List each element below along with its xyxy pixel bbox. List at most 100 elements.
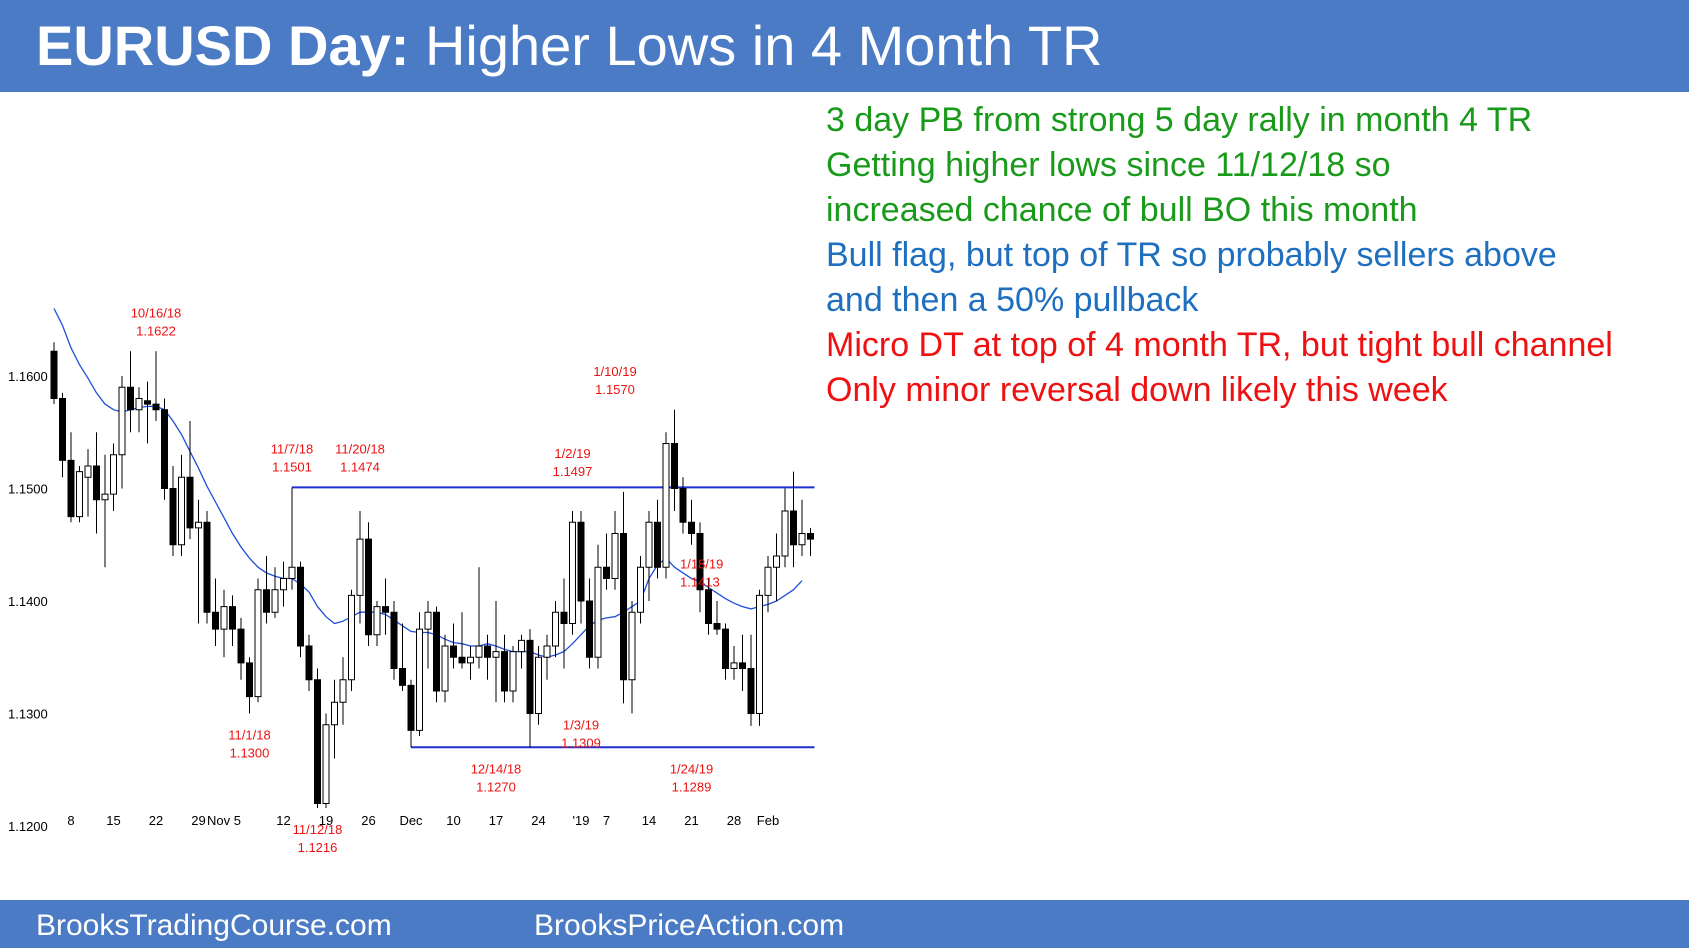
annotation-date: 1/3/19 [563, 717, 599, 732]
annotation-date: 11/20/18 [335, 441, 385, 456]
candle-body-bear [747, 668, 755, 714]
annotation-date: 1/2/19 [554, 446, 590, 461]
candle-body-bull [322, 724, 330, 804]
candle-body-bear [671, 443, 678, 489]
annotation-price: 1.1289 [672, 779, 712, 794]
candle-body-bull [798, 533, 806, 546]
candle-body-bear [654, 521, 661, 568]
candle-body-bull [535, 656, 542, 714]
candle-body-bear [161, 409, 168, 489]
annotation-price: 1.1413 [680, 574, 720, 589]
candle-body-bear [263, 589, 270, 613]
candle-body-bull [288, 566, 296, 579]
candle-body-bull [773, 555, 780, 568]
candle-body-bear [484, 645, 491, 658]
note-line: Only minor reversal down likely this wee… [826, 371, 1448, 409]
x-tick-label: Nov 5 [207, 813, 241, 828]
candle-body-bear [560, 611, 568, 624]
candle-body-bear [365, 538, 372, 636]
candle-body-bear [237, 628, 245, 664]
candle-body-bull [110, 454, 117, 495]
x-tick-label: 12 [276, 813, 290, 828]
candle-body-bear [790, 510, 797, 546]
x-tick-label: 7 [603, 813, 610, 828]
candle-body-bear [186, 476, 194, 529]
y-tick-label: 1.1200 [8, 819, 48, 834]
footer-bar [0, 900, 1689, 948]
x-tick-label: 24 [531, 813, 545, 828]
page-title: EURUSD Day: Higher Lows in 4 Month TR [36, 14, 1102, 78]
candle-body-bear [722, 628, 729, 669]
candle-body-bear [203, 521, 211, 613]
annotation-price: 1.1622 [136, 323, 176, 338]
candle-body-bull [280, 578, 287, 591]
candle-body-bull [628, 611, 636, 681]
candle-body-bull [492, 651, 500, 658]
candle-body-bull [475, 645, 483, 658]
annotation-price: 1.1270 [476, 779, 516, 794]
x-tick-label: 19 [319, 813, 333, 828]
candle-body-bear [297, 566, 304, 647]
note-line: Getting higher lows since 11/12/18 so [826, 146, 1391, 184]
candle-body-bull [356, 538, 364, 596]
annotation-date: 12/14/18 [471, 761, 522, 776]
candle-body-bear [407, 684, 415, 731]
candle-body-bear [93, 465, 100, 501]
candle-body-bear [390, 611, 398, 669]
candle-body-bull [195, 521, 202, 529]
candle-body-bull [730, 662, 738, 669]
candle-body-bear [382, 606, 389, 613]
candle-body-bull [271, 589, 279, 613]
candle-body-bear [458, 656, 466, 664]
title-subtitle: Higher Lows in 4 Month TR [424, 14, 1103, 77]
candle-body-bull [552, 611, 559, 647]
candle-body-bear [501, 651, 508, 692]
annotation-price: 1.1497 [553, 464, 593, 479]
footer-link-trading-course[interactable]: BrooksTradingCourse.com [36, 909, 392, 942]
candle-body-bear [807, 533, 814, 540]
candle-body-bull [756, 594, 763, 714]
x-tick-label: 10 [446, 813, 460, 828]
candle-body-bear [713, 623, 721, 630]
candle-body-bull [509, 651, 517, 692]
x-tick-label: Dec [399, 813, 423, 828]
y-tick-label: 1.1600 [8, 369, 48, 384]
candle-body-bear [144, 400, 151, 405]
candle-body-bear [67, 459, 75, 518]
x-tick-label: 22 [149, 813, 163, 828]
candle-body-bear [696, 533, 704, 591]
x-tick-label: 26 [361, 813, 375, 828]
title-bar [0, 0, 1689, 92]
candle-body-bull [348, 594, 355, 681]
candle-body-bull [645, 521, 653, 568]
y-tick-label: 1.1400 [8, 594, 48, 609]
candle-body-bear [152, 403, 160, 411]
annotation-price: 1.1216 [298, 840, 338, 855]
candle-body-bull [331, 701, 338, 726]
annotation-date: 1/10/19 [593, 364, 636, 379]
candle-body-bull [424, 611, 432, 630]
footer-link-price-action[interactable]: BrooksPriceAction.com [534, 909, 845, 942]
candle-body-bear [314, 679, 321, 804]
candle-body-bull [467, 656, 474, 664]
candle-body-bear [59, 398, 66, 461]
candle-body-bear [246, 662, 253, 698]
candle-body-bear [577, 521, 585, 602]
candle-body-bear [450, 645, 457, 658]
candle-body-bull [84, 465, 92, 478]
candle-body-bear [399, 668, 406, 686]
candle-body-bear [50, 350, 58, 399]
x-tick-label: 8 [67, 813, 74, 828]
note-line: Bull flag, but top of TR so probably sel… [826, 236, 1557, 274]
annotation-date: 1/24/19 [670, 761, 713, 776]
price-chart: 1.1600 1.1500 1.1400 1.1300 1.1200 8 15 22 29 Nov… [8, 305, 815, 855]
annotation-price: 1.1570 [595, 382, 635, 397]
candle-body-bear [229, 606, 236, 630]
candle-body-bull [543, 645, 551, 658]
annotation-date: 11/1/18 [228, 728, 270, 743]
candle-body-bear [305, 645, 313, 681]
candle-body-bull [339, 679, 347, 703]
candle-body-bear [688, 521, 695, 534]
candle-body-bull [441, 645, 449, 692]
x-tick-label: 15 [106, 813, 120, 828]
